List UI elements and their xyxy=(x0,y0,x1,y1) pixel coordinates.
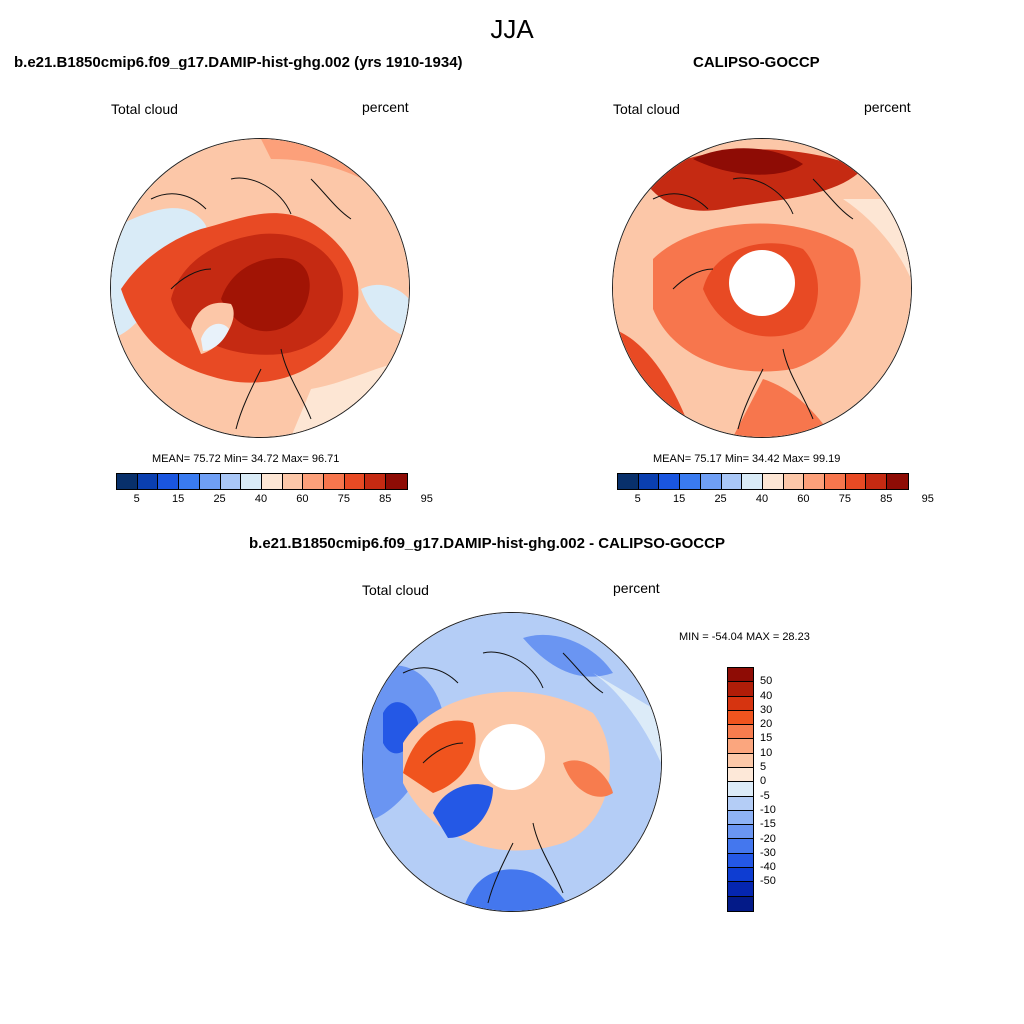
colorbar-box xyxy=(158,474,180,489)
colorbar-box xyxy=(728,796,753,811)
colorbar-tick-label: 15 xyxy=(673,493,686,505)
colorbar-box xyxy=(728,696,753,711)
panel-2-stats: MEAN= 75.17 Min= 34.42 Max= 99.19 xyxy=(653,453,841,465)
colorbar-tick-label: 25 xyxy=(714,493,727,505)
colorbar-box xyxy=(282,474,304,489)
colorbar-box xyxy=(762,474,784,489)
colorbar-box xyxy=(728,682,753,697)
colorbar-box xyxy=(728,753,753,768)
colorbar-tick-label: 40 xyxy=(254,493,268,505)
colorbar-tick-label: 50 xyxy=(760,675,773,688)
colorbar-tick-label: 30 xyxy=(760,703,773,716)
colorbar-box xyxy=(728,739,753,754)
colorbar-box xyxy=(728,867,753,883)
colorbar-box xyxy=(117,474,138,489)
colorbar-tick-label: 95 xyxy=(420,493,433,505)
panel-1-title: b.e21.B1850cmip6.f09_g17.DAMIP-hist-ghg.… xyxy=(14,54,463,71)
colorbar-tick-label: 95 xyxy=(921,493,934,505)
colorbar-tick-label: 75 xyxy=(337,493,350,505)
colorbar-box xyxy=(721,474,743,489)
colorbar-box xyxy=(303,474,325,489)
colorbar-box xyxy=(728,668,753,683)
colorbar-tick-label: 85 xyxy=(880,493,893,505)
colorbar-box xyxy=(386,474,407,489)
colorbar-tick-label: 15 xyxy=(760,732,773,745)
colorbar-box xyxy=(742,474,763,489)
panel-2-polar-map xyxy=(612,138,912,438)
colorbar-tick-label: 5 xyxy=(133,493,140,505)
colorbar-box xyxy=(241,474,262,489)
colorbar-box xyxy=(887,474,908,489)
colorbar-tick-label: -30 xyxy=(760,846,776,859)
colorbar-box xyxy=(728,782,753,797)
colorbar-tick-label: -40 xyxy=(760,861,776,874)
colorbar-tick-label: 25 xyxy=(213,493,226,505)
colorbar-tick-label: -50 xyxy=(760,875,776,888)
colorbar-tick-label: 0 xyxy=(760,775,767,788)
colorbar-box xyxy=(261,474,283,489)
colorbar-tick-label: 5 xyxy=(760,761,767,774)
colorbar-box xyxy=(365,474,387,489)
colorbar-box xyxy=(728,810,753,826)
colorbar-tick-label: 60 xyxy=(797,493,810,505)
colorbar-tick-label: 40 xyxy=(760,689,773,702)
colorbar-box xyxy=(199,474,221,489)
colorbar-box xyxy=(728,725,753,740)
colorbar-tick-label: 10 xyxy=(760,746,773,759)
colorbar-box xyxy=(728,882,753,897)
colorbar-tick-label: -5 xyxy=(760,789,770,802)
colorbar-box xyxy=(866,474,888,489)
colorbar-tick-label: 85 xyxy=(379,493,392,505)
panel-3-colorbar xyxy=(727,667,754,912)
colorbar-box xyxy=(728,710,753,726)
colorbar-box xyxy=(825,474,846,489)
panel-2-title: CALIPSO-GOCCP xyxy=(693,54,820,71)
colorbar-box xyxy=(638,474,660,489)
colorbar-box xyxy=(728,825,753,840)
colorbar-box xyxy=(728,839,753,854)
colorbar-box xyxy=(728,767,753,783)
figure-title: JJA xyxy=(490,14,534,44)
panel-1-variable-label: Total cloud xyxy=(111,101,178,117)
colorbar-tick-label: -10 xyxy=(760,803,776,816)
panel-1-units-label: percent xyxy=(362,99,409,115)
panel-1-stats: MEAN= 75.72 Min= 34.72 Max= 96.71 xyxy=(152,453,340,465)
colorbar-box xyxy=(700,474,722,489)
panel-3-variable-label: Total cloud xyxy=(362,582,429,598)
colorbar-box xyxy=(804,474,826,489)
panel-3-units-label: percent xyxy=(613,580,660,596)
panel-3-title: b.e21.B1850cmip6.f09_g17.DAMIP-hist-ghg.… xyxy=(249,535,725,552)
panel-3-polar-map xyxy=(362,612,662,912)
colorbar-box xyxy=(728,853,753,868)
colorbar-box xyxy=(324,474,345,489)
colorbar-tick-label: 5 xyxy=(634,493,641,505)
colorbar-box xyxy=(618,474,639,489)
colorbar-tick-label: -20 xyxy=(760,832,776,845)
panel-2-variable-label: Total cloud xyxy=(613,101,680,117)
panel-1-polar-map xyxy=(110,138,410,438)
colorbar-box xyxy=(179,474,200,489)
colorbar-box xyxy=(220,474,242,489)
colorbar-box xyxy=(783,474,805,489)
colorbar-box xyxy=(659,474,681,489)
panel-2-units-label: percent xyxy=(864,99,911,115)
colorbar-tick-label: 75 xyxy=(838,493,851,505)
panel-3-min-max: MIN = -54.04 MAX = 28.23 xyxy=(679,631,810,643)
colorbar-tick-label: -15 xyxy=(760,818,776,831)
panel-1-colorbar xyxy=(116,473,408,490)
colorbar-tick-label: 15 xyxy=(172,493,185,505)
colorbar-box xyxy=(137,474,159,489)
colorbar-box xyxy=(680,474,701,489)
panel-2-colorbar xyxy=(617,473,909,490)
colorbar-tick-label: 20 xyxy=(760,718,773,731)
colorbar-box xyxy=(344,474,366,489)
colorbar-box xyxy=(728,896,753,911)
colorbar-box xyxy=(845,474,867,489)
colorbar-tick-label: 40 xyxy=(755,493,769,505)
colorbar-tick-label: 60 xyxy=(296,493,309,505)
